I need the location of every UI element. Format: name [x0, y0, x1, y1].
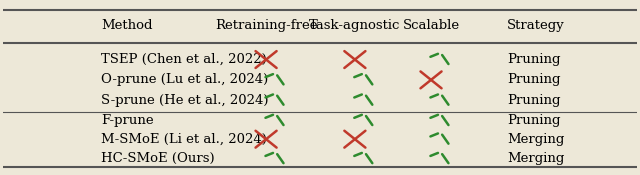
Text: Pruning: Pruning — [507, 114, 561, 127]
Text: Pruning: Pruning — [507, 94, 561, 107]
Text: Pruning: Pruning — [507, 53, 561, 66]
Text: O-prune (Lu et al., 2024): O-prune (Lu et al., 2024) — [101, 73, 268, 86]
Text: Merging: Merging — [507, 152, 564, 165]
Text: Task-agnostic: Task-agnostic — [309, 19, 401, 32]
Text: Method: Method — [101, 19, 152, 32]
Text: Scalable: Scalable — [403, 19, 460, 32]
Text: Merging: Merging — [507, 133, 564, 146]
Text: F-prune: F-prune — [101, 114, 154, 127]
Text: Pruning: Pruning — [507, 73, 561, 86]
Text: HC-SMoE (Ours): HC-SMoE (Ours) — [101, 152, 215, 165]
Text: TSEP (Chen et al., 2022): TSEP (Chen et al., 2022) — [101, 53, 267, 66]
Text: Retraining-free: Retraining-free — [215, 19, 317, 32]
Text: S-prune (He et al., 2024): S-prune (He et al., 2024) — [101, 94, 269, 107]
Text: Strategy: Strategy — [507, 19, 565, 32]
Text: M-SMoE (Li et al., 2024): M-SMoE (Li et al., 2024) — [101, 133, 267, 146]
